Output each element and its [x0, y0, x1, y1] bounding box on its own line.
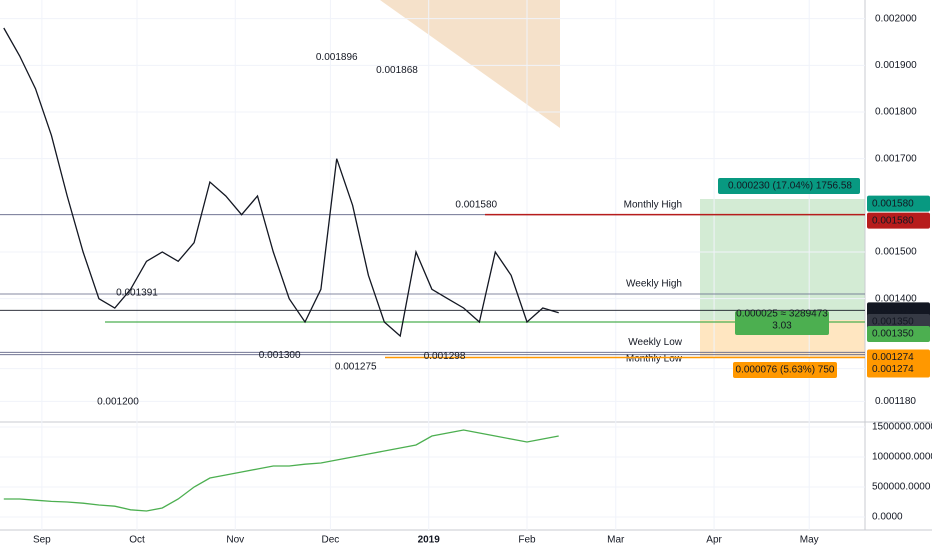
price-tag — [867, 212, 930, 229]
x-tick-label: May — [800, 535, 819, 546]
annotation: 0.001896 — [316, 52, 358, 63]
price-tag — [867, 361, 930, 378]
ratio-box — [735, 311, 829, 335]
profit-zone — [700, 199, 865, 320]
level-label: Monthly Low — [626, 353, 683, 364]
price-tag-label: 0.001350 — [872, 317, 914, 328]
x-tick-label: Nov — [226, 535, 244, 546]
x-tick-label: Apr — [706, 535, 722, 546]
annotation: 0.001298 — [424, 351, 466, 362]
y-tick-label: 1000000.0000 — [872, 452, 932, 463]
price-tag-label: 0.001580 — [872, 198, 914, 209]
price-line — [3, 429, 559, 512]
y-tick-label: 0.002000 — [875, 13, 917, 24]
x-tick-label: Dec — [322, 535, 340, 546]
y-tick-label: 0.001700 — [875, 153, 917, 164]
y-tick-label: 0.001500 — [875, 247, 917, 258]
price-tag — [867, 195, 930, 212]
price-tag-label: 0.001375 — [872, 305, 914, 316]
annotation: 0.001391 — [116, 288, 158, 299]
loss-box — [733, 362, 837, 378]
x-tick-label: Sep — [33, 535, 51, 546]
x-tick-label: 2019 — [418, 535, 441, 546]
price-tag-label: 0.001274 — [872, 352, 914, 363]
price-tag-label: 0.001580 — [872, 215, 914, 226]
level-label: Weekly High — [626, 279, 682, 290]
level-label: Weekly Low — [628, 337, 683, 348]
profit-box — [718, 178, 860, 194]
y-tick-label: 0.001180 — [875, 396, 916, 407]
position-text: 0.000230 (17.04%) 1756.58 — [728, 181, 852, 192]
position-text: 0.000025 ≈ 3289473 — [736, 309, 828, 320]
position-text: 0.000076 (5.63%) 750 — [736, 365, 835, 376]
price-tag — [867, 326, 930, 342]
x-tick-label: Oct — [129, 535, 145, 546]
price-tag-label: 0.001350 — [872, 329, 914, 340]
annotation: 0.001300 — [259, 350, 301, 361]
y-tick-label: 0.001800 — [875, 107, 917, 118]
annotation: 0.001200 — [97, 397, 139, 408]
y-tick-label: 500000.0000 — [872, 482, 931, 493]
annotation: 0.001868 — [376, 65, 418, 76]
y-tick-label: 0.001900 — [875, 60, 917, 71]
price-tag-label: 0.001274 — [872, 364, 914, 375]
y-tick-label: 0.001400 — [875, 293, 917, 304]
x-tick-label: Feb — [518, 535, 536, 546]
level-label: Monthly High — [624, 199, 682, 210]
annotation: 0.001580 — [455, 199, 497, 210]
y-tick-label: 1500000.0000 — [872, 422, 932, 433]
position-text: 3.03 — [772, 321, 792, 332]
annotation: 0.001275 — [335, 362, 377, 373]
y-tick-label: 0.0000 — [872, 512, 903, 523]
fib-zone — [380, 0, 560, 128]
price-line — [3, 27, 559, 338]
x-tick-label: Mar — [607, 535, 625, 546]
